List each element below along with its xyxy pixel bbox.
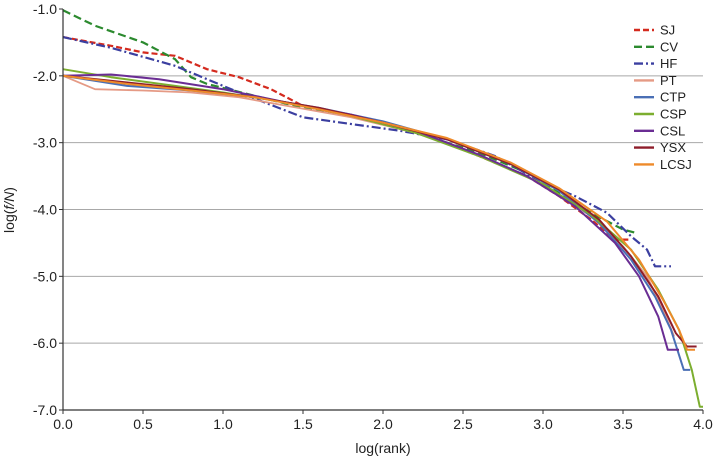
legend-label-pt: PT <box>660 73 677 88</box>
legend-label-sj: SJ <box>660 23 675 38</box>
series-line-csp <box>62 68 703 408</box>
series-line-lcsj <box>62 74 695 351</box>
series-line-cv <box>62 9 637 234</box>
series-line-ysx <box>62 74 697 348</box>
series-line-csl <box>62 73 679 351</box>
x-tick-label-2: 1.0 <box>213 416 233 432</box>
legend-label-hf: HF <box>660 56 677 71</box>
x-axis-title: log(rank) <box>355 440 410 456</box>
x-tick-label-0: 0.0 <box>53 416 73 432</box>
y-tick-label-1: -2.0 <box>33 68 57 84</box>
legend-label-ysx: YSX <box>660 140 686 155</box>
x-tick-label-7: 3.5 <box>613 416 633 432</box>
legend-label-ctp: CTP <box>660 90 686 105</box>
y-tick-label-6: -7.0 <box>33 402 57 418</box>
x-tick-label-5: 2.5 <box>453 416 473 432</box>
x-tick-label-4: 2.0 <box>373 416 393 432</box>
y-tick-label-4: -5.0 <box>33 268 57 284</box>
x-tick-label-8: 4.0 <box>693 416 713 432</box>
legend-label-csl: CSL <box>660 123 685 138</box>
y-axis-title: log(f/N) <box>1 187 17 233</box>
x-tick-label-3: 1.5 <box>293 416 313 432</box>
tick-labels: 0.0 0.5 1.0 1.5 2.0 2.5 3.0 3.5 4.0 -1.0 -2.0 -3.0 -… <box>33 1 713 432</box>
y-tick-label-5: -6.0 <box>33 335 57 351</box>
legend-label-csp: CSP <box>660 107 687 122</box>
x-tick-label-6: 3.0 <box>533 416 553 432</box>
legend-label-cv: CV <box>660 39 678 54</box>
gridlines <box>63 75 703 344</box>
y-tick-label-3: -4.0 <box>33 202 57 218</box>
x-tick-label-1: 0.5 <box>133 416 153 432</box>
series-lines <box>62 9 703 408</box>
series-line-hf <box>62 36 671 268</box>
y-tick-label-2: -3.0 <box>33 135 57 151</box>
y-tick-label-0: -1.0 <box>33 1 57 17</box>
legend-label-lcsj: LCSJ <box>660 157 692 172</box>
